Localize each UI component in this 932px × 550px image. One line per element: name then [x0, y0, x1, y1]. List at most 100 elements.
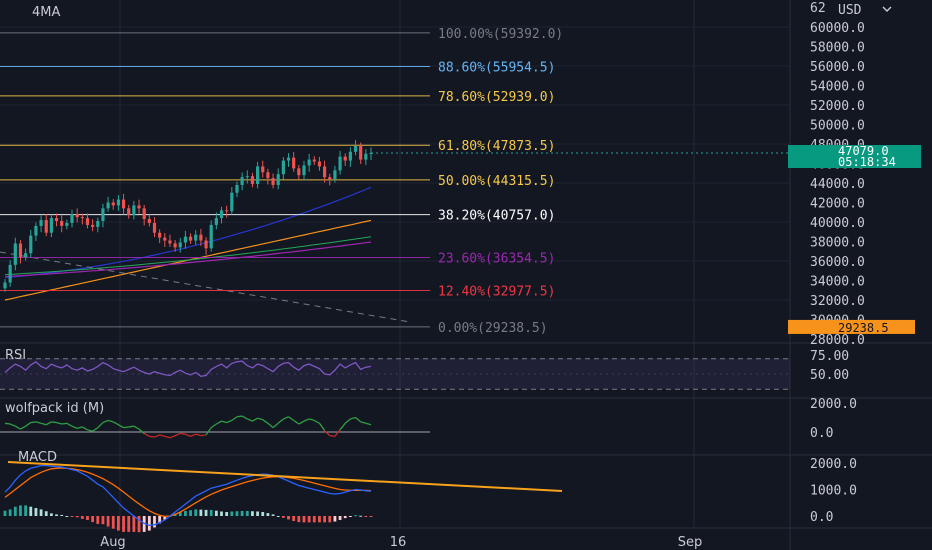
- wolfpack-seg-42: [216, 420, 222, 425]
- macd-hist-64: [333, 516, 337, 522]
- wolfpack-seg-57: [293, 419, 300, 425]
- wolfpack-seg-51: [262, 419, 269, 424]
- time-tick-1: 16: [390, 535, 407, 550]
- candle-25: [132, 205, 136, 216]
- price-tick-2: 56000.0: [810, 60, 865, 75]
- wolfpack-seg-18: [92, 427, 99, 432]
- candle-68: [353, 145, 358, 152]
- macd-hist-39: [204, 509, 208, 516]
- ma-line-green: [4, 236, 372, 276]
- macd-hist-14: [75, 516, 79, 518]
- chevron-down-icon[interactable]: [882, 6, 892, 12]
- wolfpack-seg-54: [277, 418, 284, 424]
- candle-26: [137, 205, 141, 209]
- candle-46: [240, 177, 244, 185]
- wolfpack-seg-61: [313, 419, 320, 424]
- candle-63: [328, 177, 332, 180]
- macd-hist-41: [214, 510, 218, 516]
- wolfpack-seg-37: [190, 433, 196, 437]
- symbol-label: 4MA: [32, 5, 60, 20]
- macd-hist-62: [323, 516, 327, 523]
- macd-hist-29: [153, 516, 156, 528]
- wolfpack-seg-17: [87, 429, 93, 432]
- wolfpack-seg-53: [272, 422, 279, 429]
- countdown-text: 05:18:34: [838, 155, 896, 169]
- candle-5: [29, 235, 33, 254]
- dashed-trendline: [0, 251, 411, 323]
- macd-hist-0: [3, 510, 7, 516]
- wolfpack-seg-60: [308, 418, 315, 422]
- macd-hist-16: [86, 516, 89, 520]
- candle-39: [204, 240, 208, 249]
- candle-60: [312, 159, 316, 162]
- wolfpack-seg-2: [9, 423, 16, 427]
- macd-hist-30: [158, 516, 162, 524]
- price-tick-0: 60000.0: [810, 21, 865, 36]
- low-price-text: 29238.5: [838, 321, 889, 335]
- price-tick-13: 34000.0: [810, 275, 865, 290]
- wolfpack-seg-25: [128, 425, 134, 428]
- candle-53: [276, 174, 280, 185]
- wolfpack-seg-10: [51, 421, 57, 424]
- wolfpack-seg-6: [30, 421, 37, 424]
- macd-hist-52: [271, 514, 275, 516]
- macd-hist-63: [328, 516, 332, 523]
- wolfpack-seg-59: [303, 418, 310, 422]
- current-price-text: 47079.0: [838, 144, 889, 158]
- candle-22: [116, 199, 121, 206]
- macd-hist-28: [147, 516, 151, 531]
- wolfpack-seg-8: [40, 422, 47, 426]
- price-tick-4: 52000.0: [810, 99, 865, 114]
- macd-hist-37: [194, 509, 198, 516]
- wolfpack-seg-4: [20, 425, 26, 430]
- fib-label-6: 23.60%(36354.5): [438, 252, 555, 267]
- wolfpack-seg-22: [112, 421, 119, 426]
- wolfpack-seg-26: [133, 425, 140, 430]
- macd-tick-1: 1000.0: [810, 484, 857, 499]
- wolfpack-seg-67: [344, 418, 351, 424]
- wolfpack-seg-13: [66, 422, 73, 427]
- macd-hist-50: [261, 512, 265, 516]
- macd-hist-53: [276, 516, 280, 517]
- fib-label-7: 12.40%(32977.5): [438, 284, 555, 299]
- wolfpack-seg-40: [205, 427, 212, 436]
- candle-36: [188, 236, 193, 241]
- candle-9: [49, 218, 53, 233]
- candle-21: [111, 202, 115, 206]
- macd-hist-47: [245, 510, 249, 516]
- wolfpack-seg-15: [76, 426, 83, 430]
- macd-hist-70: [364, 516, 368, 517]
- wolfpack-seg-56: [288, 416, 295, 421]
- macd-hist-21: [111, 516, 115, 529]
- wolfpack-seg-55: [283, 416, 289, 420]
- wolfpack-seg-14: [71, 425, 78, 429]
- wolfpack-seg-39: [200, 434, 207, 437]
- candle-0: [3, 282, 7, 289]
- macd-title: MACD: [18, 450, 57, 465]
- candle-14: [75, 214, 79, 218]
- macd-hist-3: [19, 505, 22, 516]
- candle-19: [101, 208, 105, 222]
- price-tick-3: 54000.0: [810, 80, 865, 95]
- candle-42: [219, 210, 224, 219]
- candle-48: [250, 176, 255, 184]
- wolfpack-seg-70: [360, 421, 367, 424]
- macd-hist-59: [307, 516, 311, 523]
- macd-hist-38: [199, 509, 203, 516]
- candle-35: [183, 236, 188, 243]
- macd-hist-44: [230, 511, 234, 516]
- wolfpack-seg-30: [154, 434, 160, 438]
- macd-hist-7: [39, 509, 43, 516]
- macd-hist-34: [178, 512, 182, 516]
- macd-hist-25: [132, 516, 136, 532]
- wolfpack-seg-50: [257, 417, 263, 421]
- candle-34: [178, 242, 182, 248]
- candle-40: [209, 224, 213, 249]
- macd-hist-18: [96, 516, 100, 524]
- fib-label-3: 61.80%(47873.5): [438, 139, 555, 154]
- candle-59: [307, 159, 311, 166]
- macd-hist-22: [117, 516, 120, 531]
- macd-hist-26: [137, 516, 141, 533]
